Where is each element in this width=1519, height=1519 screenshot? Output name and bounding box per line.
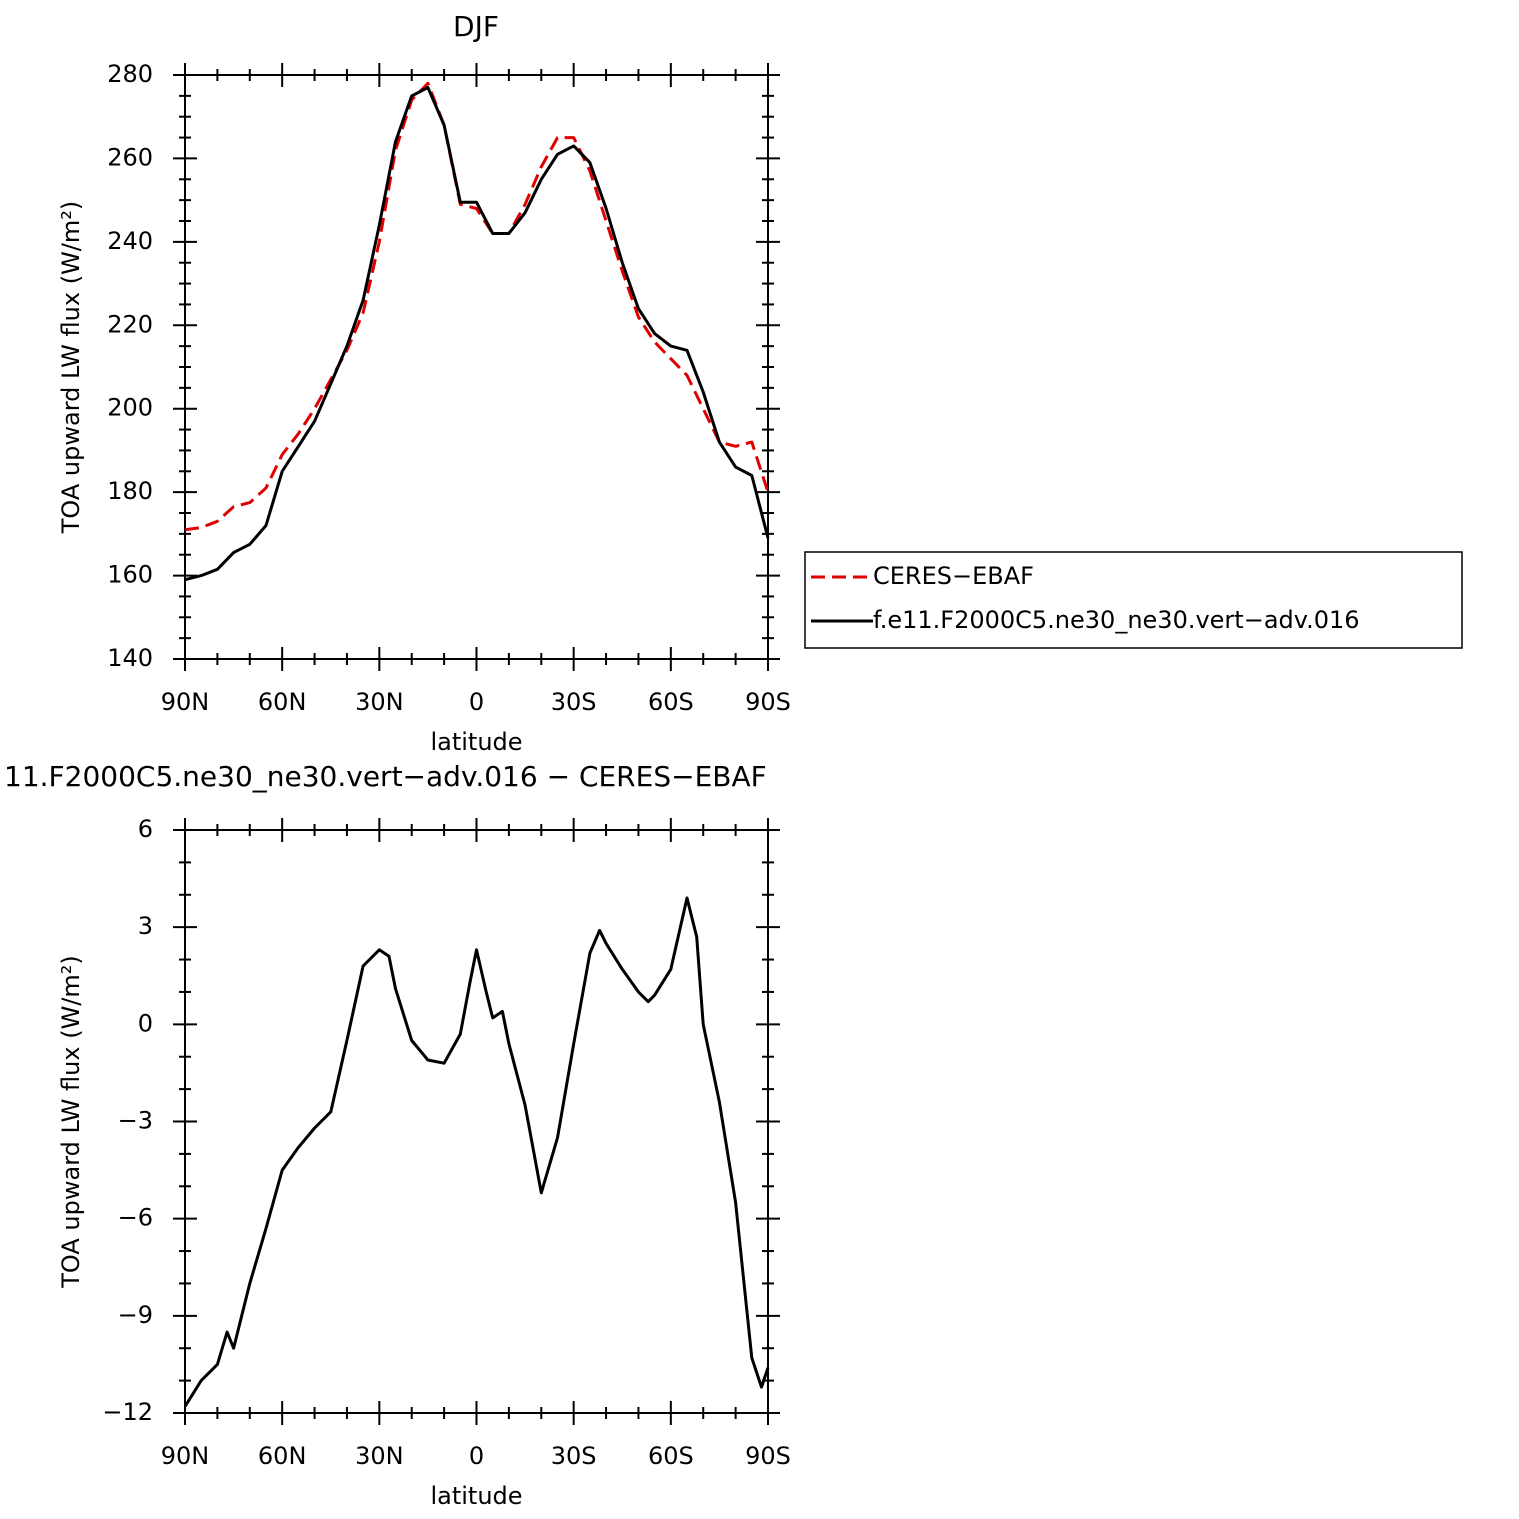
y-tick-label: 140 — [107, 644, 153, 672]
y-tick-label: −3 — [118, 1107, 153, 1135]
x-tick-label: 0 — [469, 688, 484, 716]
x-tick-label: 30N — [355, 688, 404, 716]
y-tick-label: 0 — [138, 1009, 153, 1037]
y-tick-label: 6 — [138, 815, 153, 843]
x-tick-label: 90S — [745, 1442, 791, 1470]
x-tick-label: 0 — [469, 1442, 484, 1470]
y-tick-label: −6 — [118, 1204, 153, 1232]
y-axis-label: TOA upward LW flux (W/m²) — [57, 201, 85, 535]
x-tick-label: 90S — [745, 688, 791, 716]
y-axis-label: TOA upward LW flux (W/m²) — [57, 955, 85, 1289]
x-tick-label: 90N — [161, 688, 210, 716]
y-tick-label: 200 — [107, 394, 153, 422]
x-tick-label: 90N — [161, 1442, 210, 1470]
legend-label: CERES−EBAF — [873, 562, 1034, 590]
y-tick-label: 280 — [107, 60, 153, 88]
series-line — [184, 86, 770, 582]
y-tick-label: 260 — [107, 143, 153, 171]
plot-frame — [184, 829, 769, 1414]
y-tick-label: −12 — [102, 1398, 153, 1426]
legend-box — [804, 551, 1463, 649]
y-tick-label: 240 — [107, 227, 153, 255]
x-tick-label: 60N — [258, 1442, 307, 1470]
y-tick-label: 160 — [107, 561, 153, 589]
x-axis-label: latitude — [430, 728, 522, 756]
chart-title: DJF — [453, 10, 499, 43]
x-axis-label: latitude — [430, 1482, 522, 1510]
y-tick-label: 220 — [107, 310, 153, 338]
x-tick-label: 60N — [258, 688, 307, 716]
y-tick-label: 180 — [107, 477, 153, 505]
y-tick-label: −9 — [118, 1301, 153, 1329]
x-tick-label: 30N — [355, 1442, 404, 1470]
x-tick-label: 60S — [648, 688, 694, 716]
legend-label: f.e11.F2000C5.ne30_ne30.vert−adv.016 — [873, 606, 1360, 634]
x-tick-label: 30S — [551, 1442, 597, 1470]
series-line — [183, 896, 770, 1408]
series-line — [184, 81, 770, 532]
x-tick-label: 60S — [648, 1442, 694, 1470]
chart-title: 11.F2000C5.ne30_ne30.vert−adv.016 − CERE… — [4, 760, 767, 793]
x-tick-label: 30S — [551, 688, 597, 716]
y-tick-label: 3 — [138, 912, 153, 940]
